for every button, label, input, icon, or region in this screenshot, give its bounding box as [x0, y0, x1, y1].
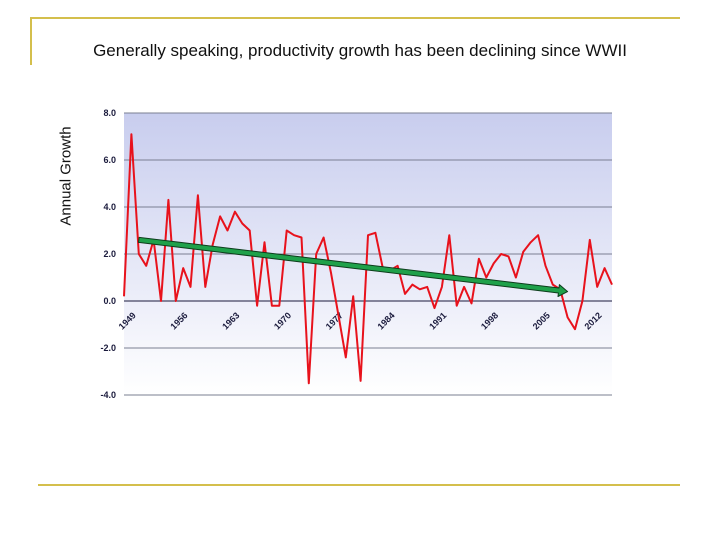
trend-arrow [138, 236, 569, 297]
slide-headline: Generally speaking, productivity growth … [93, 41, 627, 60]
y-tick-label: -2.0 [100, 343, 116, 353]
y-tick-label: 8.0 [103, 108, 116, 118]
y-tick-label: 0.0 [103, 296, 116, 306]
series-line [123, 133, 613, 385]
y-tick-label: -4.0 [100, 390, 116, 400]
top-rule [30, 17, 680, 19]
y-tick-label: 6.0 [103, 155, 116, 165]
y-tick-label: 4.0 [103, 202, 116, 212]
bottom-rule [38, 484, 680, 486]
left-rule [30, 17, 32, 65]
y-tick-label: 2.0 [103, 249, 116, 259]
